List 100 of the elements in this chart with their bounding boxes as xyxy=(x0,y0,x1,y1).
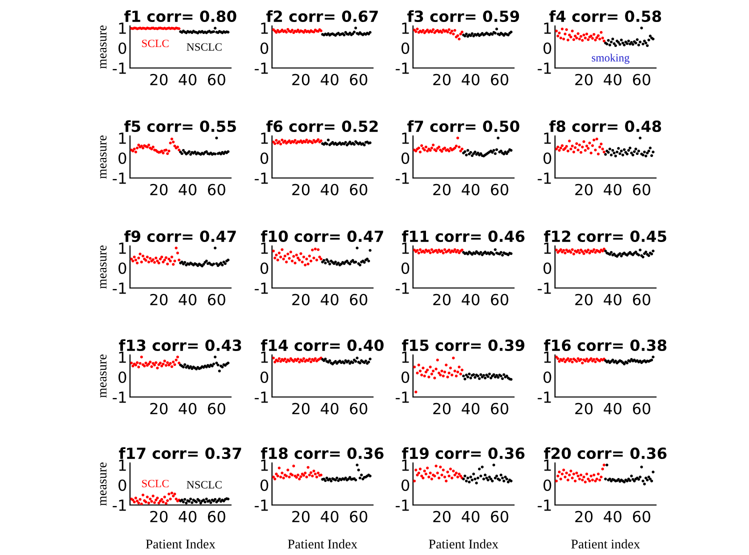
point xyxy=(164,364,168,367)
point xyxy=(586,248,590,252)
point xyxy=(288,257,291,260)
point xyxy=(432,28,435,31)
point xyxy=(302,474,306,477)
point xyxy=(486,478,490,482)
point xyxy=(272,356,275,360)
point xyxy=(650,154,654,157)
point xyxy=(575,36,578,40)
point xyxy=(318,256,322,258)
point xyxy=(279,476,282,478)
point xyxy=(556,146,560,148)
chart-title: f5 corr= 0.55 xyxy=(124,120,236,132)
x-tick-label: 60 xyxy=(490,74,508,86)
point xyxy=(648,146,652,150)
y-tick-label: 0 xyxy=(118,371,126,384)
y-tick-label: 0 xyxy=(402,152,410,164)
point xyxy=(298,360,301,364)
point xyxy=(166,499,169,502)
x-tick-label: 60 xyxy=(350,402,368,414)
point xyxy=(130,362,133,364)
y-tick-label: 0 xyxy=(118,152,126,164)
point xyxy=(614,154,617,158)
point xyxy=(596,34,600,37)
point xyxy=(140,260,143,264)
point xyxy=(286,468,290,472)
point xyxy=(646,152,649,154)
point xyxy=(190,501,194,504)
point xyxy=(596,472,600,476)
point xyxy=(504,476,507,478)
point xyxy=(152,494,154,498)
point xyxy=(272,476,275,478)
point xyxy=(608,44,612,46)
point xyxy=(439,466,442,468)
point xyxy=(154,256,158,260)
point xyxy=(316,248,320,251)
point xyxy=(606,39,610,42)
point xyxy=(492,464,496,466)
y-tick-label: 1 xyxy=(544,242,551,254)
point xyxy=(569,36,572,38)
point xyxy=(413,366,416,368)
point xyxy=(638,136,642,140)
point xyxy=(146,496,149,498)
point xyxy=(464,32,468,36)
point xyxy=(632,150,636,153)
point xyxy=(285,260,288,264)
point xyxy=(166,361,169,364)
point xyxy=(460,368,464,372)
point xyxy=(621,154,624,156)
x-tick-label: 40 xyxy=(320,510,338,522)
point xyxy=(652,150,655,154)
point xyxy=(424,146,428,148)
point xyxy=(470,478,474,482)
point xyxy=(279,256,282,258)
point xyxy=(204,500,206,504)
x-tick-label: 60 xyxy=(490,510,508,522)
point xyxy=(142,254,144,258)
chart-title: f13 corr= 0.43 xyxy=(118,339,242,352)
point xyxy=(278,357,281,360)
y-tick-label: -1 xyxy=(396,500,409,511)
point xyxy=(638,40,642,44)
point xyxy=(286,252,290,256)
x-tick-label: 60 xyxy=(490,184,508,196)
point xyxy=(458,38,461,40)
point xyxy=(450,374,454,376)
point xyxy=(588,480,592,482)
point xyxy=(453,370,456,372)
point xyxy=(602,150,606,154)
point xyxy=(610,40,613,44)
point xyxy=(584,149,587,152)
point xyxy=(591,144,594,147)
y-axis-title: measure xyxy=(100,245,107,289)
point xyxy=(438,476,440,480)
point xyxy=(621,42,624,44)
point xyxy=(595,36,598,39)
point xyxy=(627,149,630,152)
x-axis-title: Patient Index xyxy=(146,539,216,549)
point xyxy=(142,146,144,150)
point xyxy=(280,248,284,251)
point xyxy=(501,476,504,480)
point xyxy=(630,41,633,44)
point xyxy=(652,356,655,358)
point xyxy=(320,258,322,260)
point xyxy=(575,472,578,474)
point xyxy=(572,38,576,41)
point xyxy=(218,370,221,372)
chart-title: f1 corr= 0.80 xyxy=(124,10,236,22)
point xyxy=(585,472,588,476)
x-tick-label: 40 xyxy=(604,184,622,196)
point xyxy=(296,474,300,476)
point xyxy=(131,260,134,262)
point xyxy=(304,264,307,266)
point xyxy=(153,501,156,504)
x-tick-label: 20 xyxy=(433,510,451,522)
y-tick-label: -1 xyxy=(396,392,409,403)
point xyxy=(464,480,468,482)
point xyxy=(580,474,582,476)
point xyxy=(170,256,174,258)
point xyxy=(576,32,580,35)
point xyxy=(147,144,150,146)
